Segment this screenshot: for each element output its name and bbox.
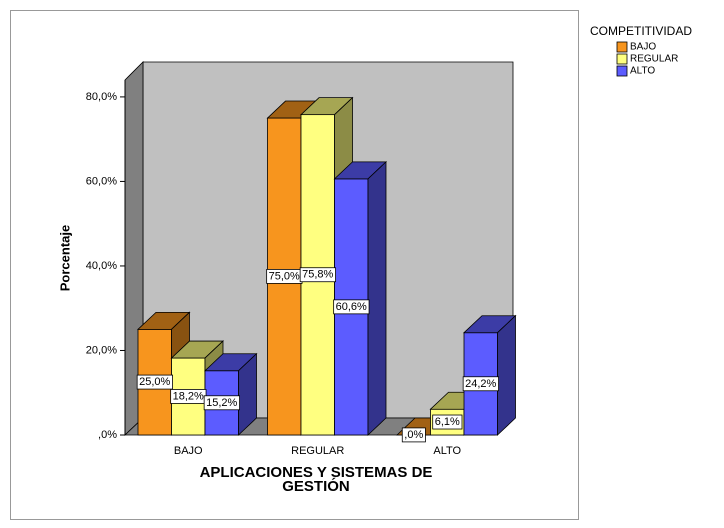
y-tick-label: 40,0%	[86, 260, 117, 272]
legend-title: COMPETITIVIDAD	[590, 24, 692, 38]
y-tick-label: ,0%	[98, 429, 117, 441]
data-label-box	[462, 376, 499, 392]
legend-swatch	[616, 41, 628, 53]
legend-label: ALTO	[630, 66, 655, 77]
data-label: 60,6%	[336, 301, 367, 313]
data-label: 75,0%	[269, 270, 300, 282]
x-tick-label: ALTO	[433, 445, 461, 457]
data-label-box	[333, 299, 370, 315]
legend-swatch	[616, 65, 628, 77]
x-tick-label: BAJO	[174, 445, 203, 457]
legend-label: BAJO	[630, 42, 656, 53]
data-label-box	[299, 267, 336, 283]
data-label-box	[203, 395, 240, 411]
data-label: ,0%	[404, 429, 423, 441]
x-tick-label: REGULAR	[291, 445, 344, 457]
legend-swatch	[616, 53, 628, 65]
data-label: 15,2%	[206, 397, 237, 409]
x-axis-title: APLICACIONES Y SISTEMAS DE GESTIÓN	[199, 464, 433, 495]
bar-side	[367, 160, 387, 436]
data-label-box	[401, 427, 426, 443]
data-label: 24,2%	[465, 378, 496, 390]
bar-side	[238, 352, 257, 436]
y-tick-label: 80,0%	[86, 91, 117, 103]
data-label: 25,0%	[139, 376, 170, 388]
bar-side	[497, 314, 516, 436]
data-label: 75,8%	[302, 269, 333, 281]
data-label: 6,1%	[435, 416, 460, 428]
data-label: 18,2%	[173, 390, 204, 402]
data-label-box	[432, 414, 463, 430]
y-axis-title: Porcentaje	[57, 225, 72, 291]
data-label-box	[136, 374, 173, 390]
legend-label: REGULAR	[630, 54, 678, 65]
y-tick-label: 60,0%	[86, 175, 117, 187]
y-tick-label: 20,0%	[86, 344, 117, 356]
